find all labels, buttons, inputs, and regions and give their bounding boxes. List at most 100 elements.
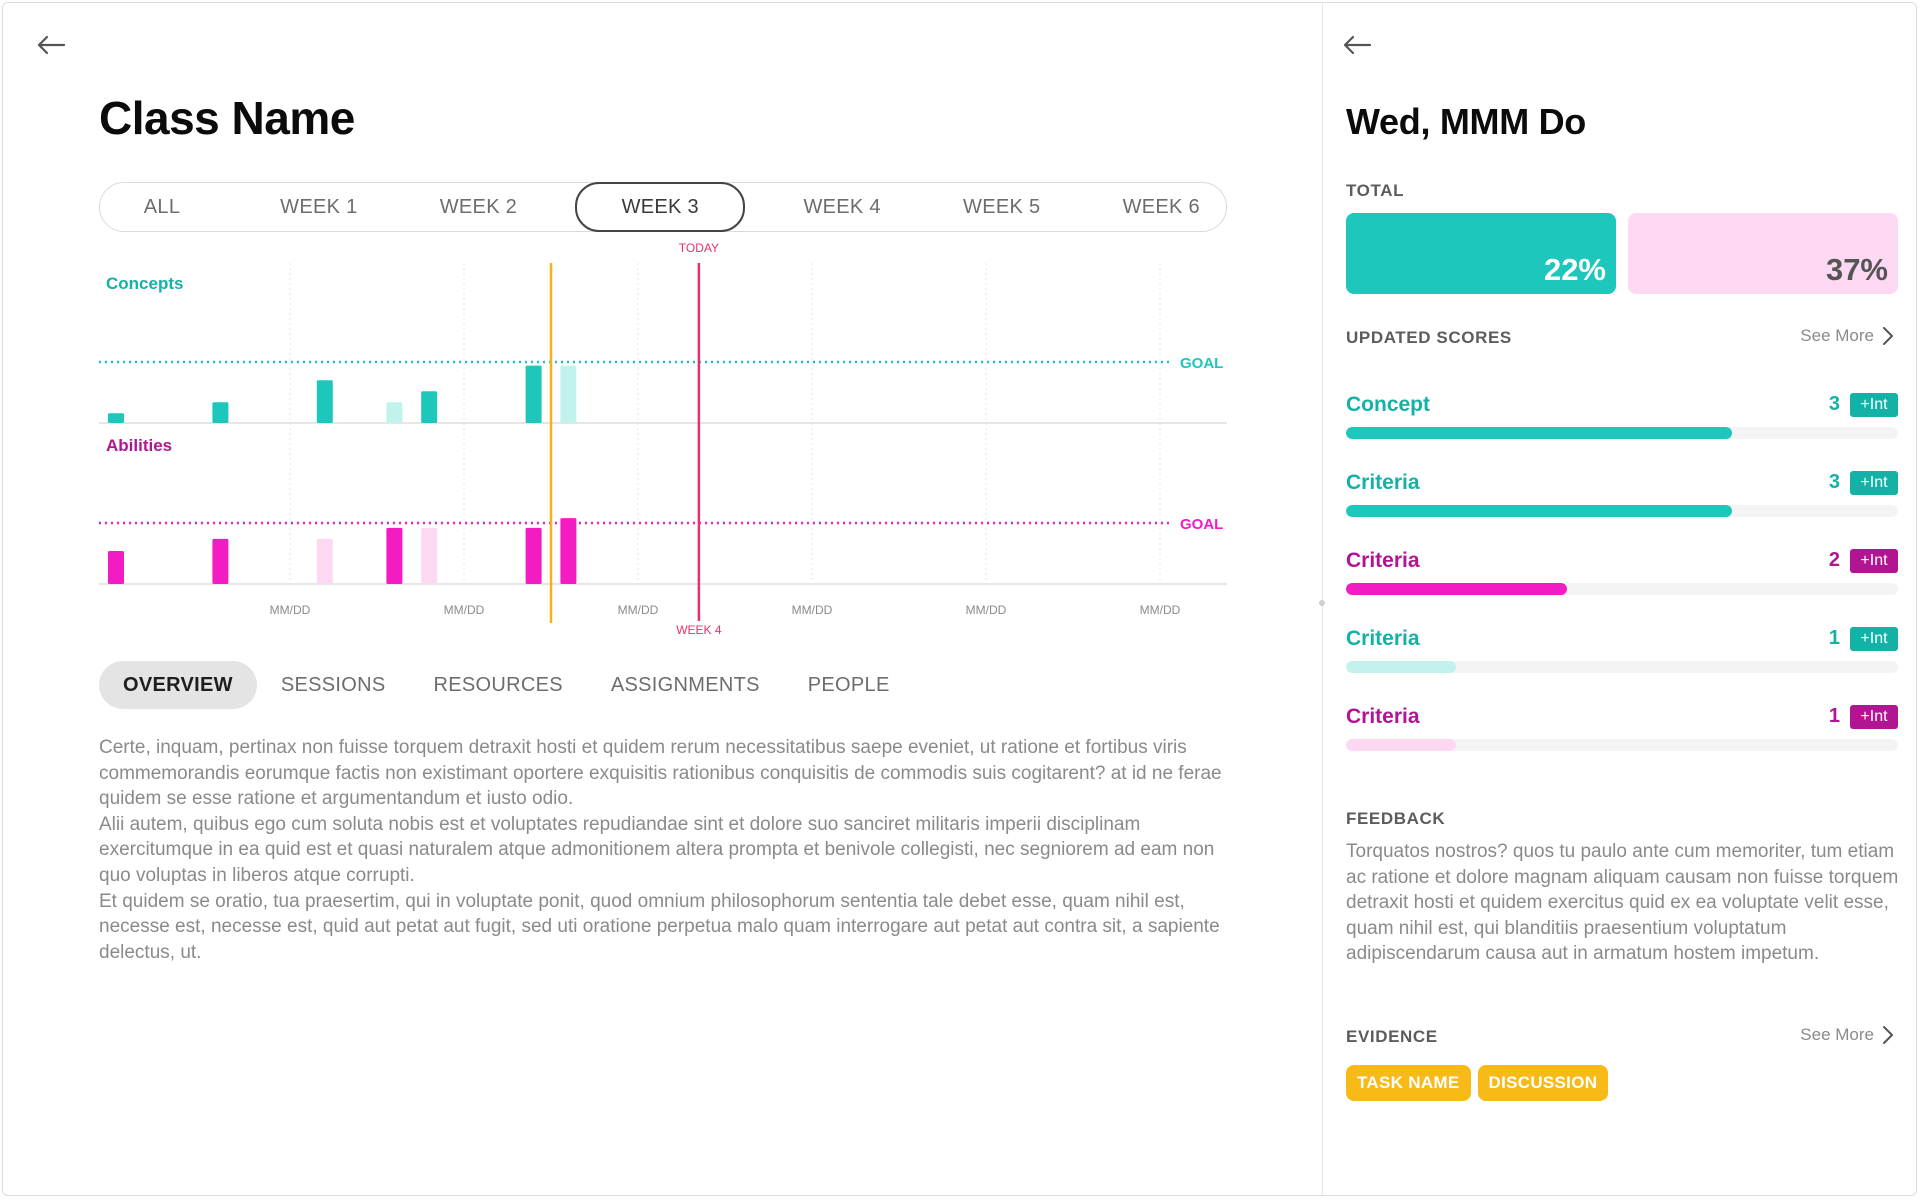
overview-paragraph: Et quidem se oratio, tua praesertim, qui… (99, 890, 1220, 963)
total-abilities-card: 37% (1628, 213, 1898, 294)
score-name: Criteria (1346, 471, 1420, 494)
total-concepts-card: 22% (1346, 213, 1616, 294)
score-bar-fill (1346, 505, 1733, 517)
see-more-label: See More (1800, 326, 1874, 345)
date-title: Wed, MMM Do (1346, 101, 1586, 142)
concepts-bar (108, 413, 124, 423)
int-badge[interactable]: +Int (1850, 627, 1898, 651)
score-name: Criteria (1346, 627, 1420, 650)
int-badge[interactable]: +Int (1850, 393, 1898, 417)
score-name: Concept (1346, 393, 1430, 416)
evidence-tag-discussion[interactable]: DISCUSSION (1477, 1065, 1609, 1101)
updated-scores-label: UPDATED SCORES (1346, 328, 1512, 347)
abilities-bar (212, 538, 229, 584)
panel-divider (1322, 3, 1323, 1195)
see-more-evidence-link[interactable]: See More (1800, 1025, 1894, 1045)
concepts-bar (386, 402, 403, 423)
tab-week-1[interactable]: WEEK 1 (280, 195, 358, 218)
score-value: 1 (1828, 627, 1840, 649)
score-row: Concept 3 +Int (1346, 393, 1898, 453)
x-tick-label: MM/DD (966, 603, 1007, 617)
tab-week-6[interactable]: WEEK 6 (1122, 195, 1200, 218)
tab-week-3[interactable]: WEEK 3 (575, 182, 746, 232)
concepts-bar (525, 365, 542, 423)
tab-week-5[interactable]: WEEK 5 (963, 195, 1041, 218)
abilities-bar (560, 518, 577, 584)
concepts-bar (316, 380, 333, 423)
evidence-tags: TASK NAME DISCUSSION (1346, 1065, 1609, 1101)
abilities-bar (525, 527, 542, 584)
concepts-bar (212, 402, 229, 423)
score-row: Criteria 2 +Int (1346, 549, 1898, 609)
tab-week-4[interactable]: WEEK 4 (803, 195, 881, 218)
tab-sessions[interactable]: SESSIONS (280, 673, 386, 696)
concepts-label: Concepts (106, 274, 183, 293)
tab-week-2[interactable]: WEEK 2 (439, 195, 518, 218)
page-title: Class Name (99, 92, 355, 144)
evidence-label: EVIDENCE (1346, 1027, 1438, 1046)
score-row: Criteria 1 +Int (1346, 627, 1898, 687)
score-name: Criteria (1346, 705, 1420, 728)
x-tick-label: MM/DD (792, 603, 833, 617)
score-value: 3 (1828, 471, 1840, 493)
back-arrow-icon[interactable] (33, 27, 69, 63)
score-bar (1346, 661, 1898, 673)
content-tabs: OVERVIEW SESSIONS RESOURCES ASSIGNMENTS … (99, 661, 914, 709)
tab-overview[interactable]: OVERVIEW (99, 661, 257, 709)
score-bar-fill (1346, 427, 1733, 439)
concepts-bar (421, 391, 438, 423)
abilities-bar (421, 527, 438, 584)
week-tabs: ALL WEEK 1 WEEK 2 WEEK 3 WEEK 4 WEEK 5 W… (99, 182, 1227, 232)
evidence-tag-task[interactable]: TASK NAME (1346, 1065, 1471, 1101)
x-tick-label: MM/DD (618, 603, 659, 617)
overview-paragraph: Alii autem, quibus ego cum soluta nobis … (99, 813, 1215, 886)
int-badge[interactable]: +Int (1850, 471, 1898, 495)
score-name: Criteria (1346, 549, 1420, 572)
score-value: 2 (1828, 549, 1840, 571)
see-more-label: See More (1800, 1025, 1874, 1044)
total-abilities-value: 37% (1825, 252, 1888, 287)
score-bar (1346, 505, 1898, 517)
total-concepts-value: 22% (1543, 252, 1606, 287)
chevron-right-icon (1883, 327, 1893, 345)
back-arrow-icon[interactable] (1339, 27, 1375, 63)
overview-text: Certe, inquam, pertinax non fuisse torqu… (99, 735, 1234, 965)
x-tick-label: MM/DD (444, 603, 485, 617)
resize-handle[interactable] (1319, 600, 1325, 606)
feedback-text: Torquatos nostros? quos tu paulo ante cu… (1346, 841, 1899, 965)
overview-paragraph: Certe, inquam, pertinax non fuisse torqu… (99, 737, 1222, 810)
goal-label: GOAL (1180, 355, 1223, 372)
tab-resources[interactable]: RESOURCES (433, 673, 563, 696)
tab-people[interactable]: PEOPLE (807, 673, 890, 696)
goal-label: GOAL (1180, 516, 1223, 533)
int-badge[interactable]: +Int (1850, 705, 1898, 729)
progress-chart: GOAL Concepts GOAL Abilities TODAY WEEK 4 MM/D… (99, 241, 1227, 637)
int-badge[interactable]: +Int (1850, 549, 1898, 573)
week-marker-label: WEEK 4 (676, 623, 722, 637)
abilities-label: Abilities (106, 436, 172, 455)
x-tick-label: MM/DD (270, 603, 311, 617)
feedback-label: FEEDBACK (1346, 809, 1446, 828)
score-value: 3 (1828, 393, 1840, 415)
score-bar-fill (1346, 739, 1457, 751)
x-tick-label: MM/DD (1140, 603, 1181, 617)
score-bar (1346, 583, 1898, 595)
total-label: TOTAL (1346, 181, 1405, 200)
concepts-bar (560, 365, 577, 423)
abilities-bar (316, 538, 333, 584)
score-row: Criteria 3 +Int (1346, 471, 1898, 531)
tab-assignments[interactable]: ASSIGNMENTS (610, 673, 760, 696)
score-bar-fill (1346, 583, 1567, 595)
today-label: TODAY (679, 241, 719, 255)
score-bar (1346, 427, 1898, 439)
tab-all[interactable]: ALL (143, 195, 181, 218)
score-row: Criteria 1 +Int (1346, 705, 1898, 765)
score-bar (1346, 739, 1898, 751)
abilities-bar (108, 551, 124, 584)
chevron-right-icon (1883, 1026, 1893, 1044)
score-bar-fill (1346, 661, 1457, 673)
abilities-bar (386, 527, 403, 584)
score-value: 1 (1828, 705, 1840, 727)
see-more-scores-link[interactable]: See More (1800, 326, 1894, 346)
